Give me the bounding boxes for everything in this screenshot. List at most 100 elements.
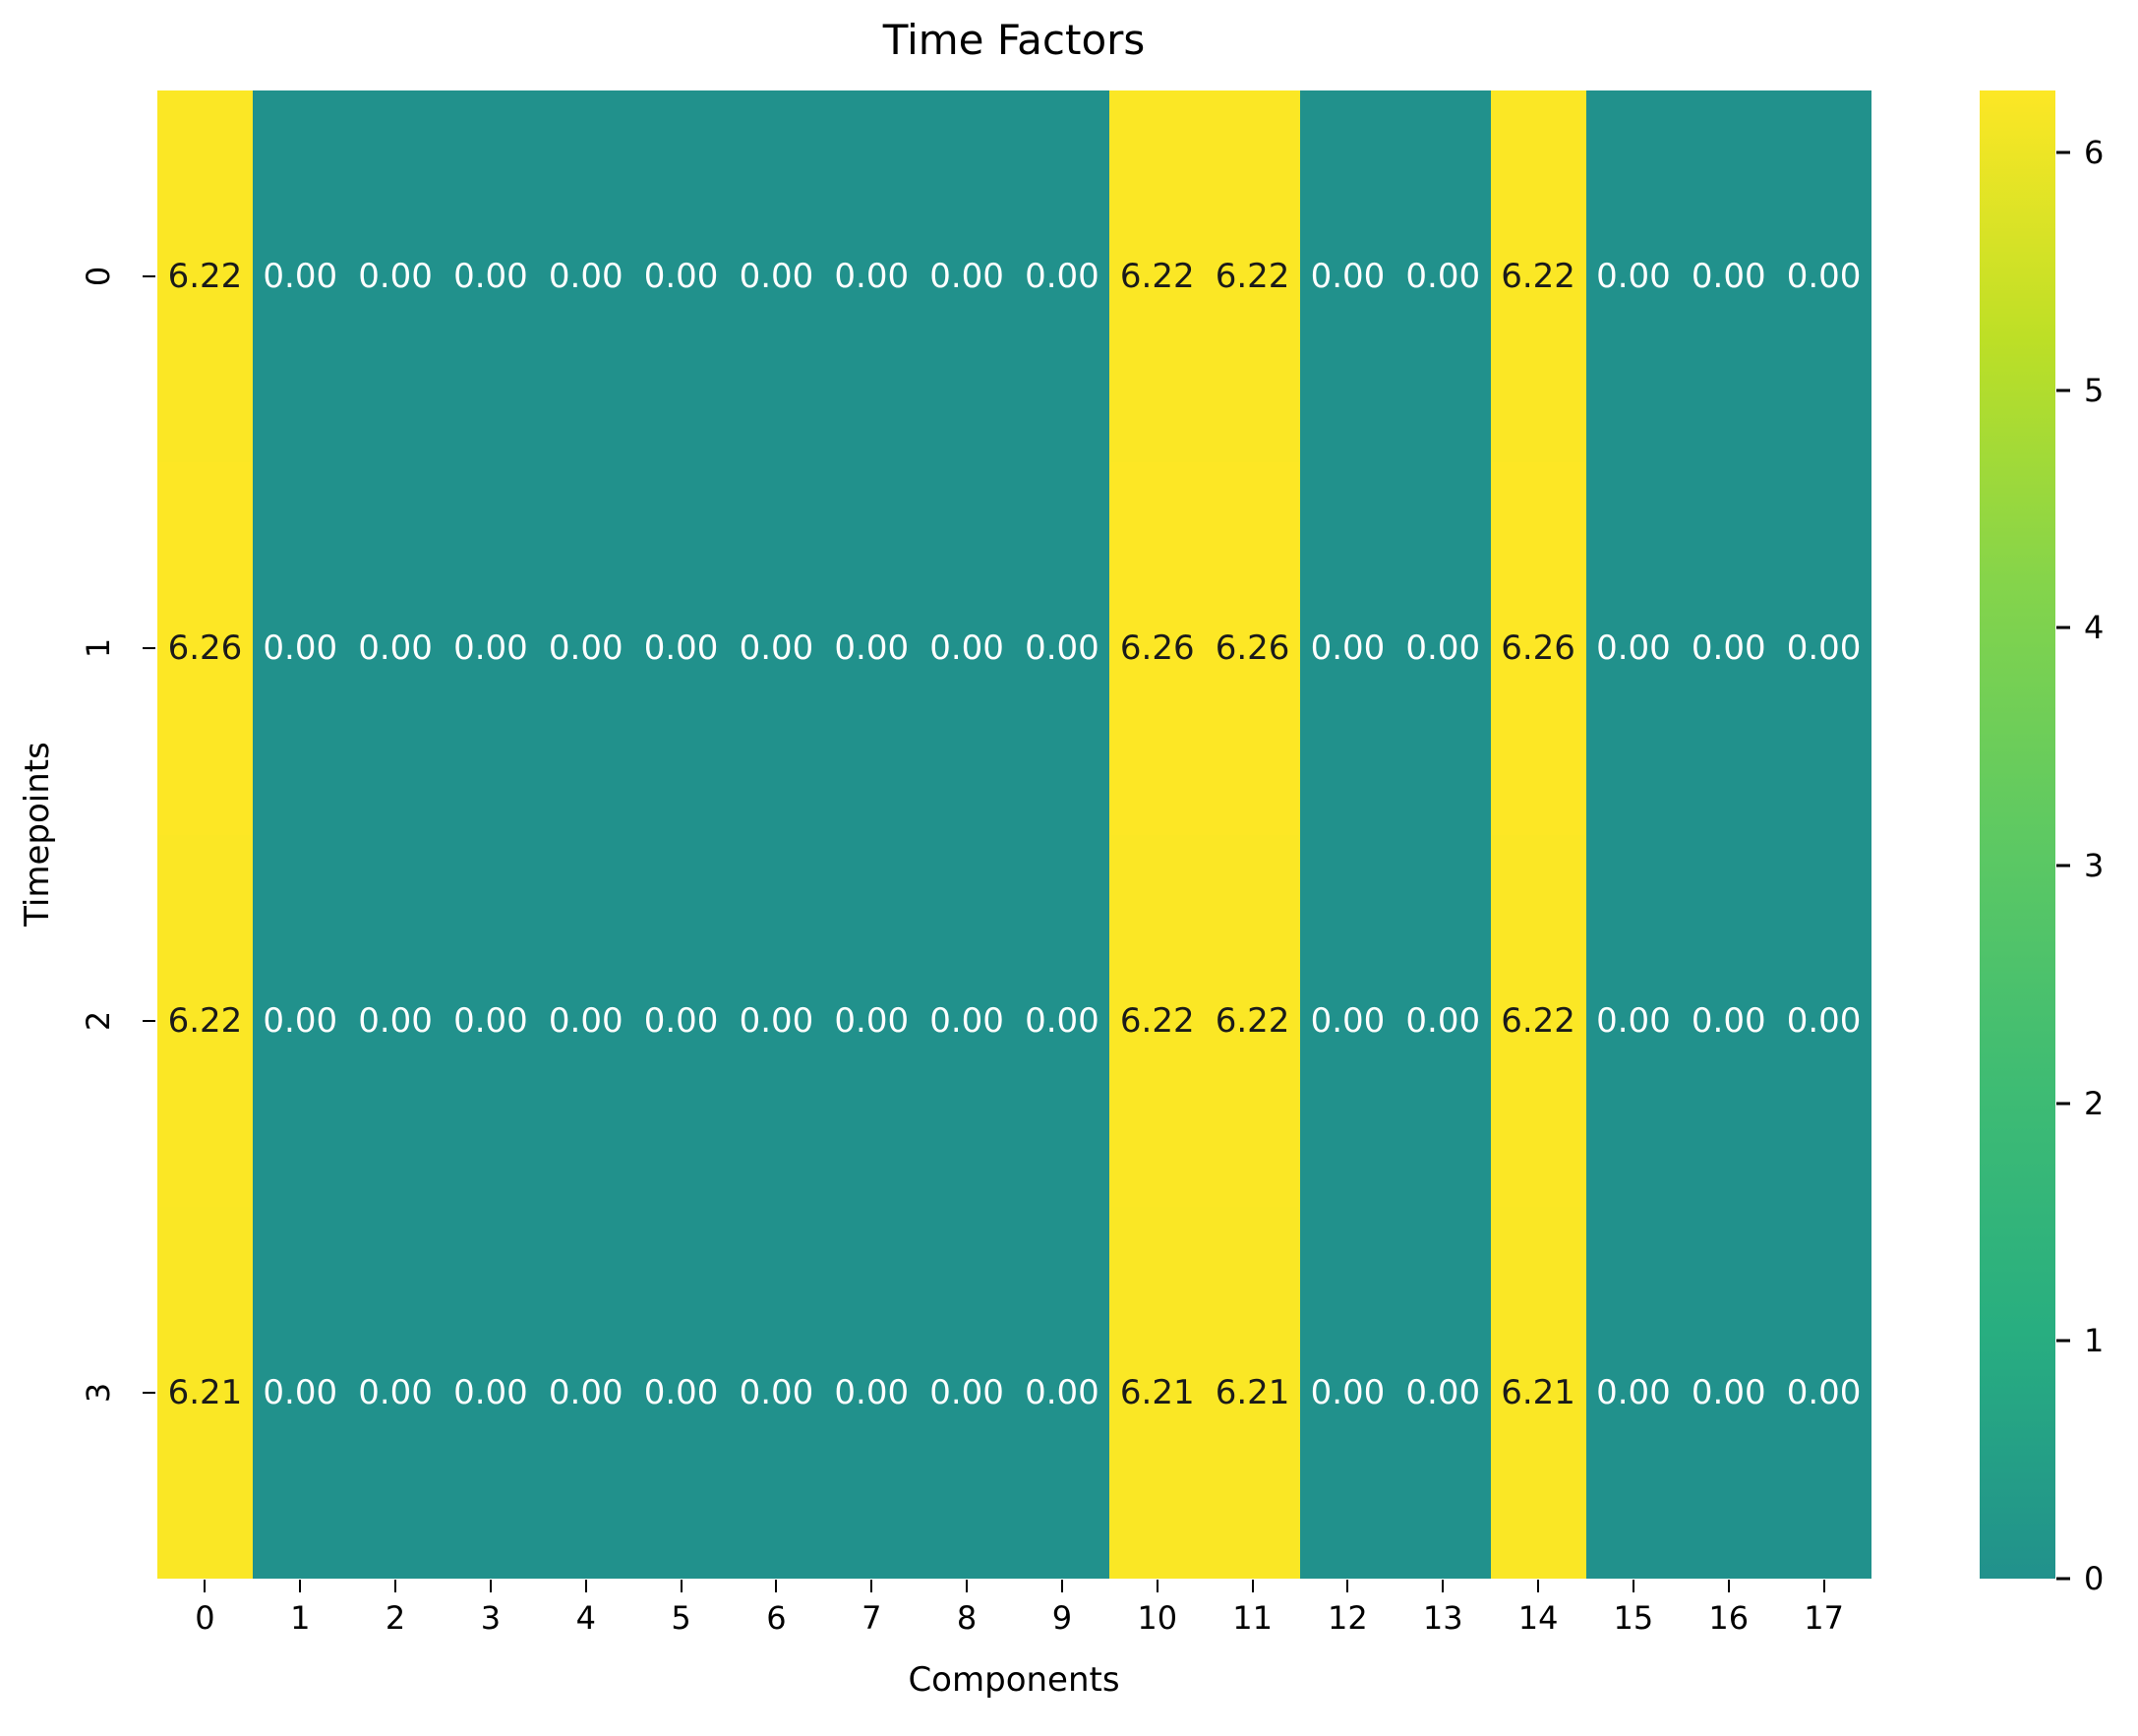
cell-value: 6.21 [1215,1372,1290,1412]
cell-value: 0.00 [1786,257,1862,297]
cell-value: 6.21 [1501,1372,1575,1412]
cell-value: 0.00 [834,629,910,669]
cell-value: 0.00 [453,257,528,297]
cell-value: 0.00 [1025,1372,1099,1412]
cell-value: 6.26 [1119,629,1195,669]
y-tick-mark [143,647,155,650]
cell-value: 0.00 [1691,629,1766,669]
heatmap-cell: 6.26 [1205,462,1300,835]
colorbar-tick-mark [2056,1339,2070,1343]
cell-value: 6.21 [167,1372,243,1412]
heatmap-cell: 0.00 [1300,1206,1396,1579]
x-tick-mark [1537,1580,1540,1592]
x-tick-mark [1251,1580,1254,1592]
cell-value: 0.00 [1691,257,1766,297]
heatmap-cell: 0.00 [729,1206,824,1579]
cell-value: 0.00 [1405,1372,1481,1412]
heatmap-cell: 6.22 [1205,834,1300,1207]
cell-value: 0.00 [1691,1372,1766,1412]
x-tick-mark [1632,1580,1634,1592]
cell-value: 0.00 [834,1000,910,1041]
x-tick-mark [489,1580,492,1592]
heatmap-cell: 0.00 [1776,834,1871,1207]
x-tick-mark [1442,1580,1445,1592]
heatmap-cell: 0.00 [1585,462,1682,835]
cell-value: 0.00 [1596,257,1671,297]
x-tick-mark [1346,1580,1349,1592]
cell-value: 0.00 [739,257,814,297]
y-tick-label: 1 [80,638,117,659]
x-tick-label: 16 [1708,1599,1750,1637]
cell-value: 0.00 [263,257,338,297]
heatmap-cell: 0.00 [252,462,348,835]
heatmap-cell: 0.00 [252,90,348,463]
cell-value: 0.00 [263,1372,338,1412]
y-tick-mark [143,1391,155,1394]
cell-value: 0.00 [1310,257,1386,297]
heatmap-cell: 0.00 [1014,834,1110,1207]
cell-value: 0.00 [1025,1000,1099,1041]
heatmap-cell: 6.22 [1490,90,1586,463]
heatmap-cell: 0.00 [443,1206,539,1579]
x-tick-mark [1822,1580,1825,1592]
heatmap-cell: 6.26 [1109,462,1206,835]
x-tick-label: 17 [1804,1599,1844,1637]
cell-value: 0.00 [453,1372,528,1412]
cell-value: 0.00 [1310,629,1386,669]
cell-value: 0.00 [834,1372,910,1412]
y-tick-label: 2 [80,1010,117,1031]
cell-value: 0.00 [263,629,338,669]
cell-value: 0.00 [739,629,814,669]
heatmap-cell: 0.00 [1014,90,1110,463]
heatmap-cell: 6.21 [1490,1206,1586,1579]
cell-value: 0.00 [1596,629,1671,669]
cell-value: 0.00 [1025,257,1099,297]
cell-value: 6.26 [1501,629,1575,669]
cell-value: 0.00 [739,1000,814,1041]
cell-value: 0.00 [1596,1372,1671,1412]
cell-value: 0.00 [548,1372,624,1412]
heatmap-cell: 0.00 [443,834,539,1207]
x-tick-mark [870,1580,873,1592]
heatmap-cell: 0.00 [1776,90,1871,463]
cell-value: 0.00 [643,1000,719,1041]
x-tick-label: 14 [1517,1599,1559,1637]
x-tick-label: 3 [480,1599,502,1637]
heatmap-cell: 0.00 [1776,462,1871,835]
colorbar-tick-label: 0 [2084,1560,2105,1597]
colorbar-tick-mark [2056,626,2070,629]
cell-value: 0.00 [1786,629,1862,669]
cell-value: 6.26 [1215,629,1290,669]
cell-value: 0.00 [1786,1000,1862,1041]
y-tick-mark [143,275,155,278]
colorbar-tick-label: 2 [2084,1084,2105,1122]
heatmap-cell: 0.00 [823,462,920,835]
y-tick-label: 3 [80,1382,117,1404]
heatmap-cell: 6.22 [157,90,253,463]
x-tick-label: 13 [1422,1599,1463,1637]
heatmap-cell: 0.00 [252,834,348,1207]
heatmap-cell: 6.22 [1490,834,1586,1207]
heatmap-cell: 6.22 [157,834,253,1207]
y-tick-label: 0 [80,266,117,287]
cell-value: 0.00 [263,1000,338,1041]
cell-value: 0.00 [643,629,719,669]
colorbar [1980,90,2055,1579]
cell-value: 6.22 [167,257,243,297]
heatmap-cell: 0.00 [1585,1206,1682,1579]
heatmap-cell: 0.00 [347,462,444,835]
cell-value: 6.26 [167,629,243,669]
heatmap-cell: 0.00 [633,90,729,463]
cell-value: 0.00 [1310,1000,1386,1041]
cell-value: 0.00 [1310,1372,1386,1412]
heatmap-cell: 0.00 [1300,834,1396,1207]
cell-value: 0.00 [1405,257,1481,297]
heatmap-cell: 0.00 [1585,90,1682,463]
cell-value: 0.00 [1405,1000,1481,1041]
x-tick-mark [966,1580,969,1592]
cell-value: 0.00 [453,1000,528,1041]
cell-value: 0.00 [1405,629,1481,669]
cell-value: 6.22 [1501,257,1575,297]
x-tick-label: 4 [575,1599,596,1637]
cell-value: 6.22 [1119,257,1195,297]
